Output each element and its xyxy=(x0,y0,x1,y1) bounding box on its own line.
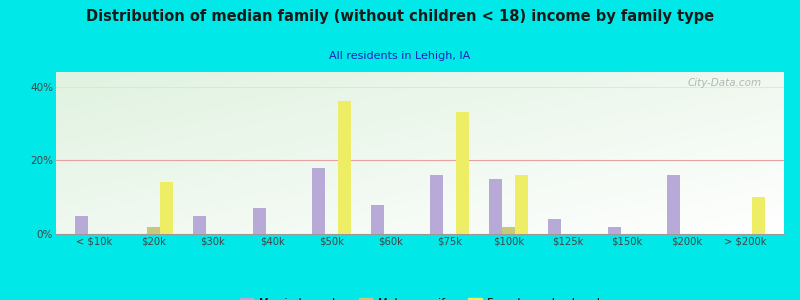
Legend: Married couple, Male, no wife, Female, no husband: Married couple, Male, no wife, Female, n… xyxy=(235,294,605,300)
Text: Distribution of median family (without children < 18) income by family type: Distribution of median family (without c… xyxy=(86,9,714,24)
Bar xyxy=(549,219,562,234)
Bar xyxy=(490,179,502,234)
Bar xyxy=(515,175,528,234)
Text: All residents in Lehigh, IA: All residents in Lehigh, IA xyxy=(330,51,470,61)
Bar xyxy=(456,112,469,234)
Bar xyxy=(371,205,384,234)
Bar xyxy=(75,216,88,234)
Bar xyxy=(338,101,350,234)
Bar xyxy=(253,208,266,234)
Bar xyxy=(312,168,325,234)
Bar xyxy=(160,182,173,234)
Bar xyxy=(502,226,515,234)
Bar xyxy=(608,226,621,234)
Bar xyxy=(430,175,443,234)
Bar xyxy=(194,216,206,234)
Bar xyxy=(147,226,160,234)
Bar xyxy=(667,175,680,234)
Bar xyxy=(752,197,765,234)
Text: City-Data.com: City-Data.com xyxy=(688,79,762,88)
